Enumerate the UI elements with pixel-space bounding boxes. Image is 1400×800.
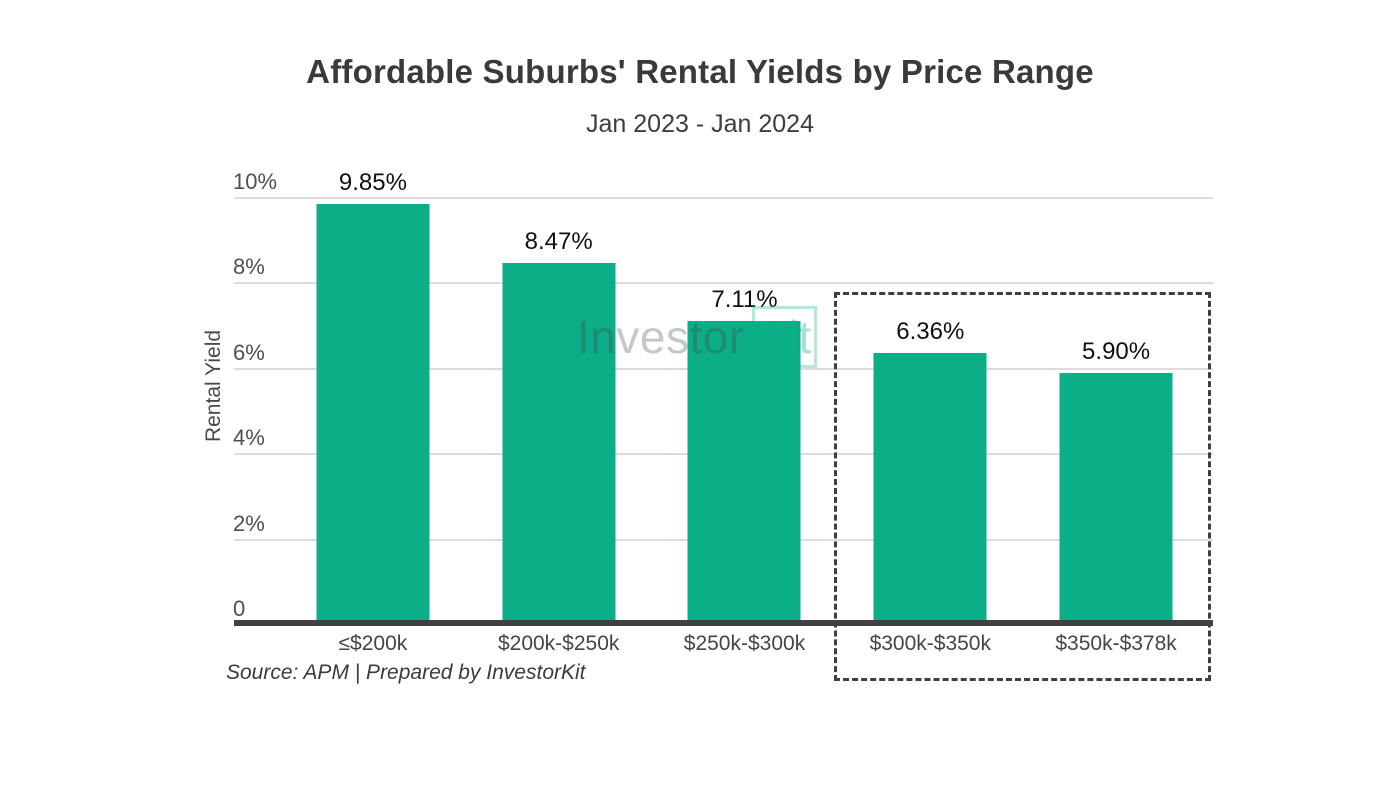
bar-value-label: 8.47%: [524, 228, 593, 256]
bar: [502, 263, 616, 625]
y-tick-label: 2%: [233, 510, 265, 536]
y-tick-label: 0: [233, 596, 246, 621]
bar-group: 5.90%: [1023, 198, 1209, 625]
gridline-8pct: [234, 282, 1213, 285]
bar: [316, 204, 430, 625]
y-tick-label: 10%: [233, 169, 278, 194]
bar-value-label: 5.90%: [1082, 338, 1151, 366]
chart-subtitle: Jan 2023 - Jan 2024: [586, 110, 814, 138]
x-axis-label: ≤$200k: [338, 632, 408, 655]
highlight-dashed-box: [834, 292, 1211, 681]
bar-group: 7.11%: [652, 198, 838, 625]
y-tick-label: 8%: [233, 254, 265, 280]
bar-group: 8.47%: [466, 198, 652, 625]
bar-value-label: 9.85%: [338, 169, 407, 197]
bar-group: 6.36%: [837, 198, 1023, 625]
y-tick-label: 6%: [233, 339, 265, 365]
x-axis-label: $250k-$300k: [683, 632, 806, 655]
x-axis-label: $350k-$378k: [1055, 632, 1177, 655]
bar: [873, 353, 987, 625]
gridline-10pct: [234, 197, 1213, 199]
plot-area: 9.85% 8.47% 7.11% 6.36% 5.90% 0 2% 4% 6% 8% 10%: [233, 171, 1213, 625]
y-axis-title: Rental Yield: [202, 329, 225, 443]
x-axis-labels: ≤$200k $200k-$250k $250k-$300k $300k-$350k $…: [280, 632, 1209, 656]
bar-value-label: 6.36%: [896, 318, 965, 346]
bar: [1059, 373, 1173, 625]
x-axis-label: $200k-$250k: [497, 632, 620, 655]
chart-title: Affordable Suburbs' Rental Yields by Pri…: [306, 53, 1094, 90]
bar-value-label: 7.11%: [711, 286, 778, 314]
x-axis-label: $300k-$350k: [869, 632, 991, 655]
bar: [687, 321, 801, 625]
bar-group: 9.85%: [280, 171, 466, 625]
x-axis-baseline: [234, 620, 1213, 626]
y-tick-label: 4%: [233, 425, 265, 451]
bars-container: 9.85% 8.47% 7.11% 6.36% 5.90%: [280, 171, 1209, 625]
source-note: Source: APM | Prepared by InvestorKit: [226, 661, 586, 684]
